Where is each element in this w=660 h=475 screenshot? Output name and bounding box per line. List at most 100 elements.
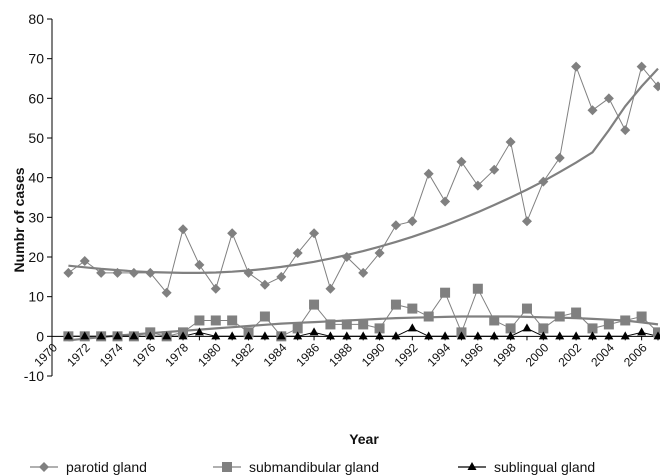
x-tick-label: 2000 [523, 340, 552, 369]
y-tick-label: 0 [36, 328, 44, 344]
data-point [375, 331, 385, 340]
data-point [162, 331, 172, 340]
data-point [620, 125, 631, 136]
data-point [243, 267, 254, 278]
data-point [227, 228, 238, 239]
data-point [227, 331, 237, 340]
x-tick-label: 1994 [424, 340, 453, 369]
x-tick-label: 1970 [31, 340, 60, 369]
data-point [440, 331, 450, 340]
data-point [407, 303, 418, 314]
trend-line-1 [68, 67, 659, 274]
data-point [194, 315, 205, 326]
data-point [604, 331, 614, 340]
data-point [96, 331, 106, 340]
data-point [456, 156, 467, 167]
data-point [571, 61, 582, 72]
data-point [603, 93, 614, 104]
series-markers [63, 61, 660, 342]
data-point [391, 331, 401, 340]
data-point [587, 323, 598, 334]
data-point [620, 315, 631, 326]
x-tick-label: 1972 [64, 340, 93, 369]
data-point [79, 255, 90, 266]
data-point [341, 319, 352, 330]
series-lines [68, 64, 659, 337]
data-point [358, 319, 369, 330]
data-point [440, 196, 451, 207]
x-tick-label: 1990 [359, 340, 388, 369]
data-point [342, 331, 352, 340]
data-point [636, 61, 647, 72]
data-point [325, 331, 335, 340]
x-tick-label: 2006 [621, 340, 650, 369]
axes [47, 18, 659, 377]
data-point [210, 283, 221, 294]
data-point [555, 331, 565, 340]
x-tick-label: 1996 [457, 340, 486, 369]
data-point [538, 331, 548, 340]
data-point [506, 331, 516, 340]
data-point [259, 311, 270, 322]
x-tick-label: 1978 [162, 340, 191, 369]
data-point [194, 327, 204, 336]
data-point [325, 319, 336, 330]
y-tick-label: -10 [24, 368, 44, 384]
series-line-1 [68, 64, 659, 294]
data-point [194, 259, 205, 270]
data-point [80, 331, 90, 340]
data-point [222, 462, 232, 472]
x-tick-label: 2004 [588, 340, 617, 369]
x-tick-label: 1974 [97, 340, 126, 369]
data-point [472, 180, 483, 191]
data-point [489, 315, 500, 326]
y-tick-label: 10 [28, 289, 44, 305]
data-point [456, 331, 466, 340]
data-point [571, 331, 581, 340]
data-point [390, 220, 401, 231]
x-tick-label: 1992 [392, 340, 421, 369]
x-tick-label: 2002 [555, 340, 584, 369]
data-point [637, 327, 647, 336]
data-point [424, 331, 434, 340]
data-point [63, 267, 74, 278]
data-point [309, 228, 320, 239]
data-point [112, 267, 123, 278]
data-point [244, 331, 254, 340]
data-point [473, 331, 483, 340]
data-point [210, 315, 221, 326]
data-point [423, 311, 434, 322]
data-point [423, 168, 434, 179]
data-point [440, 287, 451, 298]
data-point [571, 307, 582, 318]
data-point [227, 315, 238, 326]
data-point [39, 462, 49, 472]
data-point [113, 331, 123, 340]
data-point [653, 81, 660, 92]
data-point [276, 331, 286, 340]
data-point [522, 323, 532, 332]
data-point [341, 252, 352, 262]
y-tick-label: 70 [28, 51, 44, 67]
data-point [505, 136, 516, 147]
data-point [603, 319, 614, 330]
trend-lines [68, 67, 659, 342]
data-point [178, 224, 189, 235]
data-point [292, 248, 303, 259]
data-point [145, 267, 156, 278]
data-point [358, 331, 368, 340]
y-tick-label: 50 [28, 130, 44, 146]
data-point [325, 283, 336, 294]
y-tick-label: 40 [28, 170, 44, 186]
y-tick-label: 60 [28, 90, 44, 106]
data-point [374, 323, 385, 334]
data-point [521, 216, 532, 227]
data-point [489, 164, 500, 175]
data-point [178, 331, 188, 340]
data-point [96, 267, 107, 278]
data-point [472, 283, 483, 294]
legend-entry: submandibular gland [249, 459, 379, 475]
data-point [161, 287, 172, 298]
data-point [390, 299, 401, 310]
